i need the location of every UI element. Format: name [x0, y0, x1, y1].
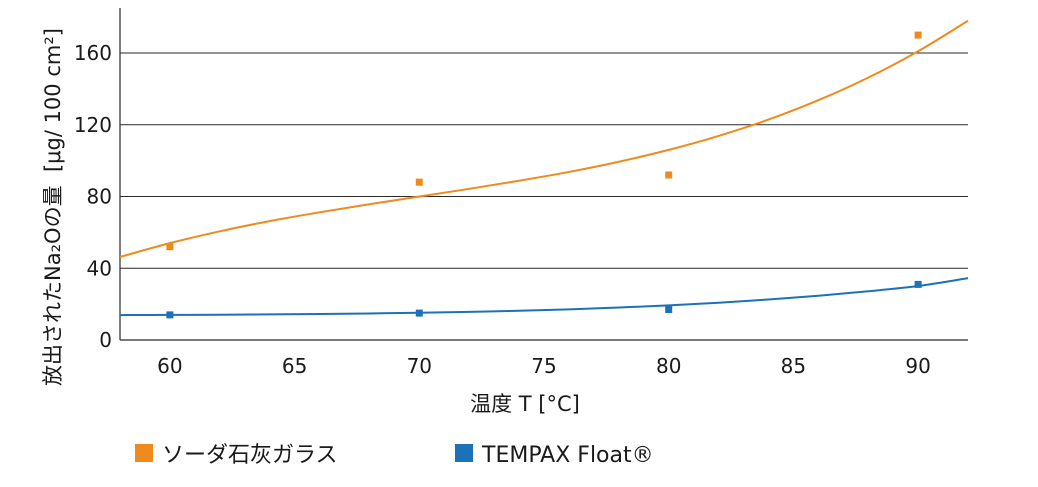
gridlines	[120, 52, 968, 269]
legend-swatch-tempax-float	[455, 444, 473, 462]
x-tick-label-70: 70	[407, 354, 432, 378]
axes	[119, 8, 968, 341]
x-tick-label-65: 65	[282, 354, 307, 378]
data-point-soda-lime-glass-60	[166, 243, 174, 251]
legend-item-soda-lime-glass: ソーダ石灰ガラス	[135, 443, 338, 468]
y-tick-label-40: 40	[87, 256, 112, 280]
x-tick-label-75: 75	[531, 354, 556, 378]
legend: ソーダ石灰ガラス TEMPAX Float®	[135, 443, 654, 468]
y-tick-label-120: 120	[74, 113, 112, 137]
x-tick-label-85: 85	[781, 354, 806, 378]
x-tick-labels: 60 65 70 75 80 85 90	[157, 354, 931, 378]
y-tick-label-0: 0	[99, 328, 112, 352]
data-point-soda-lime-glass-70	[415, 178, 423, 186]
series-tempax-float	[119, 277, 969, 319]
x-axis-title: 温度 T [°C]	[470, 392, 580, 416]
y-tick-label-160: 160	[74, 41, 112, 65]
y-tick-labels: 0 40 80 120 160	[74, 41, 112, 352]
data-point-tempax-float-70	[415, 309, 423, 317]
series-soda-lime-glass	[119, 19, 969, 258]
x-tick-label-80: 80	[656, 354, 681, 378]
data-point-tempax-float-60	[166, 311, 174, 319]
data-point-tempax-float-90	[914, 280, 922, 288]
data-series	[119, 19, 969, 319]
x-tick-label-90: 90	[905, 354, 930, 378]
x-tick-label-60: 60	[157, 354, 182, 378]
data-point-soda-lime-glass-80	[665, 171, 673, 179]
legend-item-tempax-float: TEMPAX Float®	[455, 443, 654, 468]
trend-line-tempax-float	[119, 277, 969, 317]
trend-line-soda-lime-glass	[119, 19, 969, 258]
legend-swatch-soda-lime-glass	[135, 444, 153, 462]
y-tick-label-80: 80	[87, 185, 112, 209]
legend-label-soda-lime-glass: ソーダ石灰ガラス	[162, 443, 338, 468]
legend-label-tempax-float: TEMPAX Float®	[481, 443, 654, 468]
data-point-tempax-float-80	[665, 306, 673, 314]
data-point-soda-lime-glass-90	[914, 31, 922, 39]
y-axis-title: 放出されたNa₂Oの量 [μg/ 100 cm²]	[41, 28, 65, 386]
